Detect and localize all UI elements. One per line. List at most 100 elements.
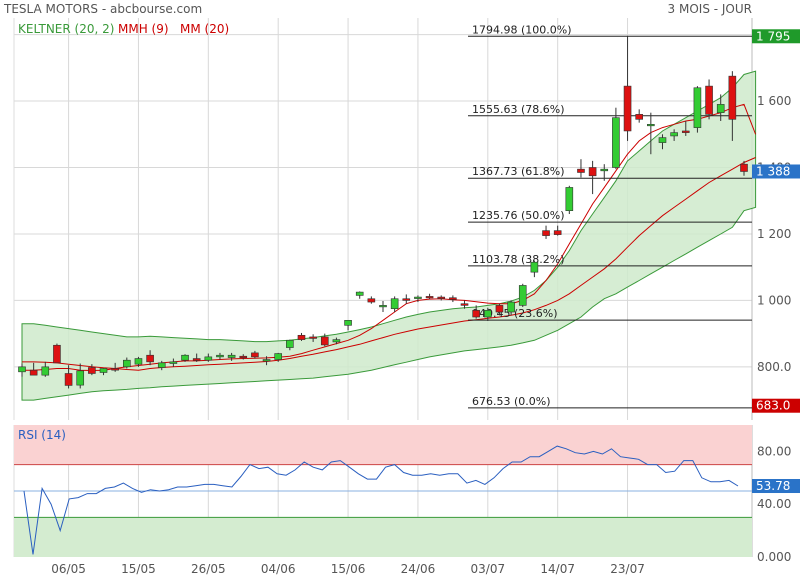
candle-body (425, 296, 434, 299)
candle (216, 352, 224, 360)
candle (716, 94, 725, 121)
candle (192, 353, 201, 362)
y-tick-label: 1 600 (757, 94, 791, 108)
candle-body (588, 167, 597, 177)
fib-label: 940.45 (23.6%) (472, 307, 558, 320)
candle-body (600, 168, 609, 172)
candle (740, 160, 748, 176)
candle (390, 296, 399, 313)
candle (332, 337, 341, 345)
candle (88, 364, 96, 376)
price-badge-text: 1 795 (756, 29, 790, 43)
candle (29, 362, 38, 376)
candle (565, 185, 574, 215)
candle (181, 354, 189, 362)
price-badge (752, 398, 800, 413)
candle-body (123, 359, 131, 368)
candle-body (728, 75, 737, 120)
candle-body (402, 298, 411, 301)
mmh9-line (22, 103, 757, 372)
candle-body (88, 367, 96, 374)
fib-label: 1555.63 (78.6%) (472, 103, 565, 116)
x-tick-label: 24/06 (401, 562, 436, 576)
legend-item: MMH (9) (118, 22, 169, 36)
candle-body (716, 104, 725, 113)
candle (64, 365, 73, 389)
candle-body (565, 187, 574, 211)
legend-item: KELTNER (20, 2) (18, 22, 114, 36)
candle-body (320, 336, 329, 346)
candle-body (239, 355, 248, 359)
candle (507, 300, 515, 316)
candle-body (204, 356, 213, 361)
candle-body (612, 117, 620, 168)
candle (53, 343, 61, 364)
candle (379, 301, 387, 313)
candle (612, 107, 620, 170)
candle (647, 112, 655, 155)
rsi-oversold-zone (14, 517, 752, 557)
candle (157, 360, 166, 371)
candle-body (658, 137, 667, 143)
candle (204, 353, 213, 362)
candle-body (542, 230, 550, 236)
candle (99, 368, 108, 376)
ma20-line (22, 157, 756, 371)
candle (274, 352, 282, 362)
candle-body (227, 354, 236, 358)
candle (484, 307, 492, 321)
candle (530, 260, 539, 278)
chart-title: TESLA MOTORS - abcbourse.com (3, 2, 202, 16)
candle-body (41, 366, 50, 376)
candle-body (472, 310, 480, 318)
candle-body (437, 296, 446, 299)
candle (588, 160, 597, 195)
candle (553, 225, 562, 236)
candle-body (181, 354, 189, 361)
fib-label: 1103.78 (38.2%) (472, 253, 565, 266)
x-tick-label: 15/05 (121, 562, 156, 576)
candle-body (157, 362, 166, 368)
candle (18, 363, 26, 377)
candle (542, 225, 550, 239)
candle (425, 293, 434, 300)
candle-body (134, 358, 143, 365)
fib-label: 1367.73 (61.8%) (472, 165, 565, 178)
candle-body (495, 305, 504, 313)
candle-body (518, 285, 527, 306)
x-tick-label: 14/07 (540, 562, 575, 576)
rsi-line (23, 445, 739, 555)
rsi-tick-label: 80.00 (757, 444, 791, 458)
candle-body (251, 352, 259, 358)
candle-body (449, 297, 457, 300)
candle-body (577, 168, 585, 173)
candle (414, 295, 422, 303)
candle (681, 120, 690, 136)
candle-body (111, 368, 119, 371)
y-tick-label: 1 200 (757, 227, 791, 241)
candle (693, 86, 702, 133)
candle-body (216, 354, 224, 358)
candle (449, 295, 457, 303)
rsi-badge (752, 479, 800, 494)
candle (251, 350, 259, 359)
legend-item: MM (20) (180, 22, 229, 36)
rsi-badge-text: 53.78 (756, 479, 790, 493)
candle-body (332, 339, 341, 343)
price-badge-text: 1 388 (756, 164, 790, 178)
candle (623, 36, 632, 141)
candle-body (146, 354, 154, 363)
candle-body (681, 130, 690, 133)
candle (728, 71, 737, 141)
candle-body (460, 303, 469, 306)
candle (123, 357, 131, 369)
candle-body (309, 336, 317, 339)
price-badge (752, 29, 800, 44)
candle (355, 291, 364, 299)
fib-label: 676.53 (0.0%) (472, 395, 551, 408)
candle (670, 129, 678, 141)
candle (495, 303, 504, 316)
rsi-overbought-zone (14, 425, 752, 465)
candle (344, 320, 352, 331)
candle-body (635, 114, 643, 120)
